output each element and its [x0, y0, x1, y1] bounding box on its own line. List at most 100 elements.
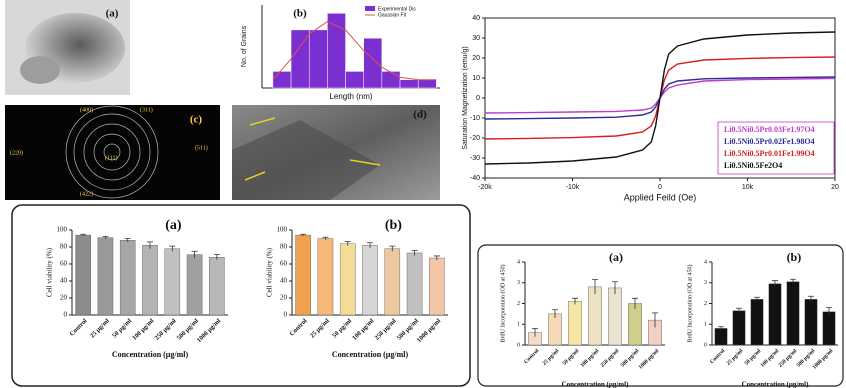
x-tick-label: -20k [478, 184, 492, 191]
x-tick-label: Control [709, 348, 726, 365]
panel-label: (b) [787, 250, 802, 264]
bar [295, 234, 311, 316]
error-bar [169, 245, 176, 252]
bar [97, 237, 114, 316]
x-tick-label: 100 µg/ml [131, 317, 155, 341]
panel-label: (a) [165, 218, 182, 233]
panel-frame [477, 244, 844, 387]
y-axis-label: Cell viability (%) [46, 247, 54, 297]
y-tick-label: 20 [60, 294, 68, 302]
x-tick-label: 0 [658, 184, 662, 191]
error-bar [532, 328, 538, 337]
bar [548, 313, 563, 346]
bar [384, 248, 401, 316]
x-tick-label: 25 µg/ml [89, 317, 111, 339]
y-axis-label: No. of Grains [241, 25, 248, 67]
y-tick-label: 0 [284, 311, 288, 319]
legend-label: Li0.5Ni0.5Pr0.02Fe1.98O4 [724, 137, 815, 146]
y-tick-label: 2 [517, 301, 520, 307]
bar [406, 252, 423, 316]
y-tick-label: 30 [472, 35, 480, 42]
panel-label: (a) [609, 250, 623, 264]
y-tick-label: 80 [60, 243, 68, 251]
x-tick-label: 100 µg/ml [351, 317, 375, 341]
y-tick-label: -30 [470, 155, 480, 162]
bar [429, 257, 445, 316]
bar [317, 238, 334, 316]
x-axis-label: Length (nm) [329, 92, 372, 101]
tem-image: (a) [5, 0, 130, 95]
y-tick-label: 20 [280, 294, 288, 302]
y-tick-label: 10 [472, 75, 480, 82]
x-axis-label: Concentration (µg/ml) [112, 350, 189, 359]
y-tick-label: 4 [704, 259, 707, 265]
ring-label: (422) [80, 190, 93, 197]
ring-label: (111) [105, 154, 118, 161]
hist-bar [399, 79, 419, 89]
hist-bar [327, 13, 346, 89]
error-bar [322, 236, 329, 240]
x-tick-label: 1000 µg/ml [416, 317, 443, 344]
legend-label: Gaussian Fit [378, 12, 407, 18]
x-axis-label: Applied Feild (Oe) [624, 192, 697, 202]
hist-bar [272, 71, 292, 89]
x-tick-label: -10k [566, 184, 580, 191]
hist-bar [308, 29, 328, 89]
error-bar [572, 297, 578, 305]
x-tick-label: Control [68, 317, 88, 337]
fit-line [272, 21, 437, 81]
bar [209, 257, 225, 316]
bar [142, 245, 158, 316]
y-tick-label: 0 [704, 342, 707, 348]
error-bar [213, 254, 220, 260]
saed-image: (400) (311) (220) (111) (511) (422) (c) [5, 105, 220, 200]
bar [608, 287, 623, 346]
bar [186, 254, 203, 316]
x-tick-label: Control [288, 317, 308, 337]
panel-frame [11, 204, 471, 387]
y-tick-label: 100 [57, 226, 68, 234]
x-tick-label: 250 µg/ml [600, 348, 621, 369]
x-tick-label: 50 µg/ml [331, 317, 353, 339]
panel-label: (c) [190, 114, 203, 126]
x-axis-label: Concentration (µg/ml) [332, 350, 409, 359]
error-bar [389, 245, 396, 252]
error-bar [772, 280, 778, 287]
ring-label: (511) [195, 144, 208, 151]
error-bar [80, 233, 87, 236]
hist-bar [381, 71, 401, 89]
x-tick-label: 250 µg/ml [373, 317, 397, 341]
ring-label: (400) [80, 106, 93, 113]
error-bar [652, 312, 658, 328]
error-bar [736, 307, 742, 314]
y-tick-label: 1 [517, 322, 520, 328]
y-tick-label: 60 [280, 260, 288, 268]
hrtem-image: (d) [232, 105, 440, 200]
y-axis-label: BrdU Incorporation (OD at 450) [686, 265, 693, 343]
bar [75, 234, 91, 316]
error-bar [612, 281, 618, 295]
panel-label: (b) [385, 218, 402, 233]
x-tick-label: 1000 µg/ml [638, 348, 661, 371]
x-tick-label: 25 µg/ml [726, 348, 745, 367]
hist-bar [345, 71, 364, 89]
bar [362, 245, 378, 316]
bar [732, 310, 746, 346]
y-tick-label: -20 [470, 135, 480, 142]
y-tick-label: 0 [517, 342, 520, 348]
error-bar [592, 279, 598, 295]
bar [768, 283, 782, 346]
legend-label: Experimental Dis [378, 6, 416, 12]
x-tick-label: 50 µg/ml [111, 317, 133, 339]
x-tick-label: 1000 µg/ml [196, 317, 223, 344]
y-tick-label: 3 [704, 280, 707, 286]
bar [119, 239, 136, 316]
legend-swatch [365, 6, 375, 11]
y-tick-label: 2 [704, 301, 707, 307]
error-bar [754, 296, 760, 302]
x-tick-label: 20 [831, 184, 839, 191]
x-tick-label: 25 µg/ml [309, 317, 331, 339]
x-tick-label: 50 µg/ml [562, 348, 581, 367]
error-bar [790, 278, 796, 285]
panel-label: (d) [413, 109, 427, 121]
